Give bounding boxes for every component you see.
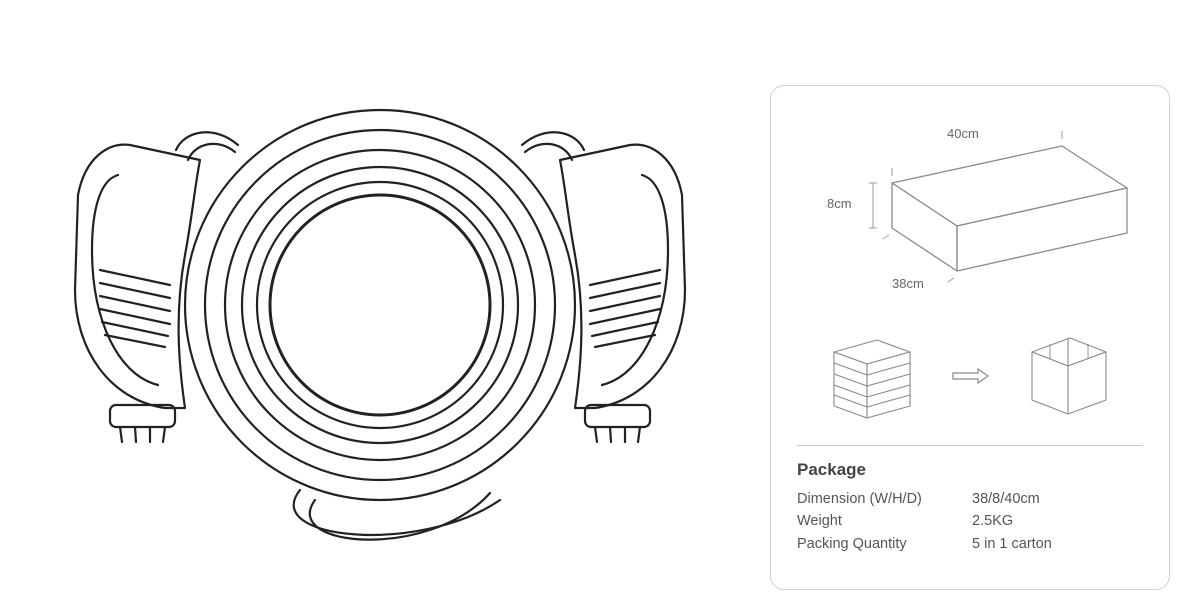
- spec-row: Dimension (W/H/D) 38/8/40cm: [797, 488, 1143, 510]
- package-title: Package: [797, 460, 1143, 480]
- spec-label: Weight: [797, 510, 972, 532]
- spec-label: Dimension (W/H/D): [797, 488, 972, 510]
- spec-row: Weight 2.5KG: [797, 510, 1143, 532]
- spec-row: Packing Quantity 5 in 1 carton: [797, 533, 1143, 555]
- spec-value: 5 in 1 carton: [972, 533, 1143, 555]
- product-line-drawing: [0, 0, 760, 605]
- package-info-panel: 40cm 8cm 38cm: [770, 85, 1170, 590]
- spec-value: 2.5KG: [972, 510, 1143, 532]
- arrow-right-icon: [950, 366, 990, 386]
- spec-label: Packing Quantity: [797, 533, 972, 555]
- packing-illustration: [797, 328, 1143, 423]
- carton-box-icon: [1018, 330, 1118, 422]
- dim-width-label: 40cm: [947, 126, 979, 141]
- stacked-boxes-icon: [822, 330, 922, 422]
- cable-illustration: [0, 0, 760, 605]
- dim-height-label: 8cm: [827, 196, 852, 211]
- dim-depth-label: 38cm: [892, 276, 924, 291]
- panel-divider: [797, 445, 1143, 446]
- box-dimension-diagram: 40cm 8cm 38cm: [797, 108, 1143, 308]
- spec-value: 38/8/40cm: [972, 488, 1143, 510]
